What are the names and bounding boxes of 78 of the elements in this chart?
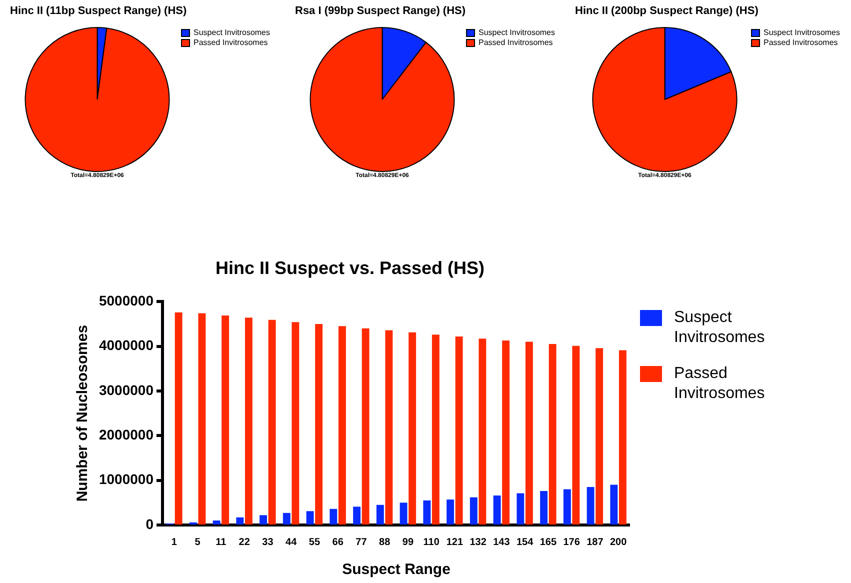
x-tick-label: 154 (516, 536, 534, 548)
bar (385, 330, 393, 524)
x-tick-label: 99 (402, 536, 414, 548)
chart-title: Hinc II (200bp Suspect Range) (HS) (575, 5, 760, 17)
x-tick-label: 176 (563, 536, 580, 548)
x-tick-label: 143 (493, 536, 510, 548)
bar (432, 334, 440, 524)
bar (548, 344, 556, 524)
bar (222, 315, 230, 524)
x-tick-label: 66 (332, 536, 344, 548)
bar (502, 340, 510, 524)
chart-title: Hinc II Suspect vs. Passed (HS) (215, 258, 485, 278)
x-tick-label: 1 (171, 536, 178, 548)
x-tick-label: 88 (379, 536, 391, 548)
chart-title: Hinc II (11bp Suspect Range) (HS) (10, 5, 188, 17)
legend-label: Suspect Invitrosomes (478, 28, 556, 38)
x-tick-label: 165 (540, 536, 557, 548)
bar (493, 496, 501, 524)
bar (470, 497, 478, 524)
x-tick-label: 44 (286, 536, 298, 548)
x-tick-label: 77 (356, 536, 368, 548)
x-axis-title: Suspect Range (342, 561, 450, 578)
legend-label: Suspect Invitrosomes (674, 308, 766, 348)
bar (282, 512, 290, 524)
bar (362, 328, 370, 524)
legend-label: Passed Invitrosomes (764, 38, 838, 48)
bar (596, 348, 604, 524)
x-tick-label: 132 (470, 536, 487, 548)
bar (330, 508, 338, 524)
bar (174, 312, 182, 524)
bar (244, 318, 252, 524)
x-tick-label: 110 (423, 536, 440, 548)
bar (478, 338, 486, 524)
bar (198, 313, 206, 524)
chart-title: Rsa I (99bp Suspect Range) (HS) (295, 5, 467, 17)
bar (516, 493, 524, 524)
bar (408, 332, 416, 524)
bar (236, 517, 244, 524)
y-tick-label: 0 (146, 516, 154, 532)
x-tick-label: 22 (238, 536, 250, 548)
y-axis-title: Number of Nucleosomes (74, 324, 92, 502)
x-tick-label: 33 (262, 536, 274, 548)
bar (306, 511, 314, 524)
bar (423, 500, 431, 524)
bar (315, 324, 323, 524)
bar (212, 520, 220, 524)
legend-label: Passed Invitrosomes (674, 364, 766, 404)
bar (376, 504, 384, 524)
bar (455, 336, 463, 524)
x-tick-label: 187 (586, 536, 604, 548)
bar (353, 506, 361, 524)
bar (572, 346, 580, 524)
y-tick-label: 3000000 (98, 382, 154, 398)
x-tick-label: 5 (194, 536, 201, 548)
bar (525, 342, 533, 524)
x-tick-label: 55 (308, 536, 320, 548)
y-tick-label: 4000000 (98, 337, 154, 354)
bar (540, 491, 548, 524)
x-tick-label: 11 (216, 536, 227, 548)
legend-label: Passed Invitrosomes (194, 38, 268, 48)
bar (260, 515, 268, 524)
bar (586, 487, 594, 524)
legend-label: Suspect Invitrosomes (194, 28, 270, 38)
legend-label: Passed Invitrosomes (478, 38, 553, 48)
bar (292, 322, 300, 524)
bar (563, 489, 571, 524)
bar (400, 502, 408, 524)
bar (618, 350, 626, 524)
y-tick-label: 5000000 (98, 292, 154, 308)
legend-label: Suspect Invitrosomes (764, 28, 840, 38)
bar (446, 500, 454, 524)
bar (610, 484, 618, 524)
x-tick-label: 121 (446, 536, 464, 548)
y-tick-label: 2000000 (98, 426, 154, 442)
bar (268, 320, 276, 524)
y-tick-label: 1000000 (98, 471, 154, 488)
bar (338, 326, 346, 524)
x-tick-label: 200 (610, 536, 628, 548)
